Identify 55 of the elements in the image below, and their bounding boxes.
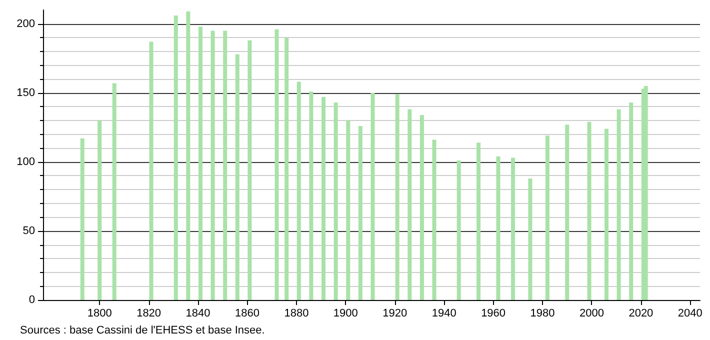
x-tick-label: 1800 [87,308,112,320]
y-tick-label: 100 [16,156,35,168]
x-tick-label: 2000 [579,308,604,320]
bar [510,158,515,300]
bar [528,178,532,300]
y-tick-label: 0 [28,294,35,306]
x-tick-label: 1920 [382,308,408,320]
x-tick-label: 1840 [186,308,210,320]
bar [112,83,116,300]
x-tick-label: 1820 [136,308,162,320]
bar [545,136,550,300]
bar [456,160,461,300]
x-tick-label: 1900 [333,308,358,320]
bar [309,91,314,300]
bar [587,122,592,300]
bar [149,42,154,300]
bar [174,16,178,300]
bar [80,138,84,300]
bar [644,86,648,300]
y-tick-label: 150 [16,86,35,99]
bar [284,38,289,300]
bar [496,156,500,300]
bar [296,82,301,300]
bar [198,26,202,300]
bar [274,29,279,300]
bar [420,114,424,300]
y-tick-label: 50 [22,224,35,237]
x-tick-label: 2020 [628,308,654,320]
bar [98,120,102,300]
x-tick-label: 1980 [530,308,555,320]
bar [604,128,608,300]
bar [565,124,570,300]
bar [235,54,240,300]
x-tick-label: 2040 [678,308,702,320]
x-tick-label: 1860 [234,308,260,320]
x-tick-label: 1940 [432,308,456,320]
bar [248,40,252,300]
bar [476,142,481,300]
bar [358,126,362,300]
bar [408,109,412,300]
y-tick-label: 200 [16,18,35,30]
x-tick-label: 1880 [284,308,309,320]
bar [223,30,228,300]
bar [334,102,338,300]
bar [186,11,190,300]
x-tick-label: 1960 [481,308,506,320]
bar [616,109,621,300]
bar [395,94,400,300]
bar [322,97,326,300]
bar [432,140,436,300]
source-note: Sources : base Cassini de l'EHESS et base Insee. [20,324,265,336]
bar [346,120,350,300]
bar [370,92,375,300]
bar [629,102,634,300]
bar [210,30,215,300]
